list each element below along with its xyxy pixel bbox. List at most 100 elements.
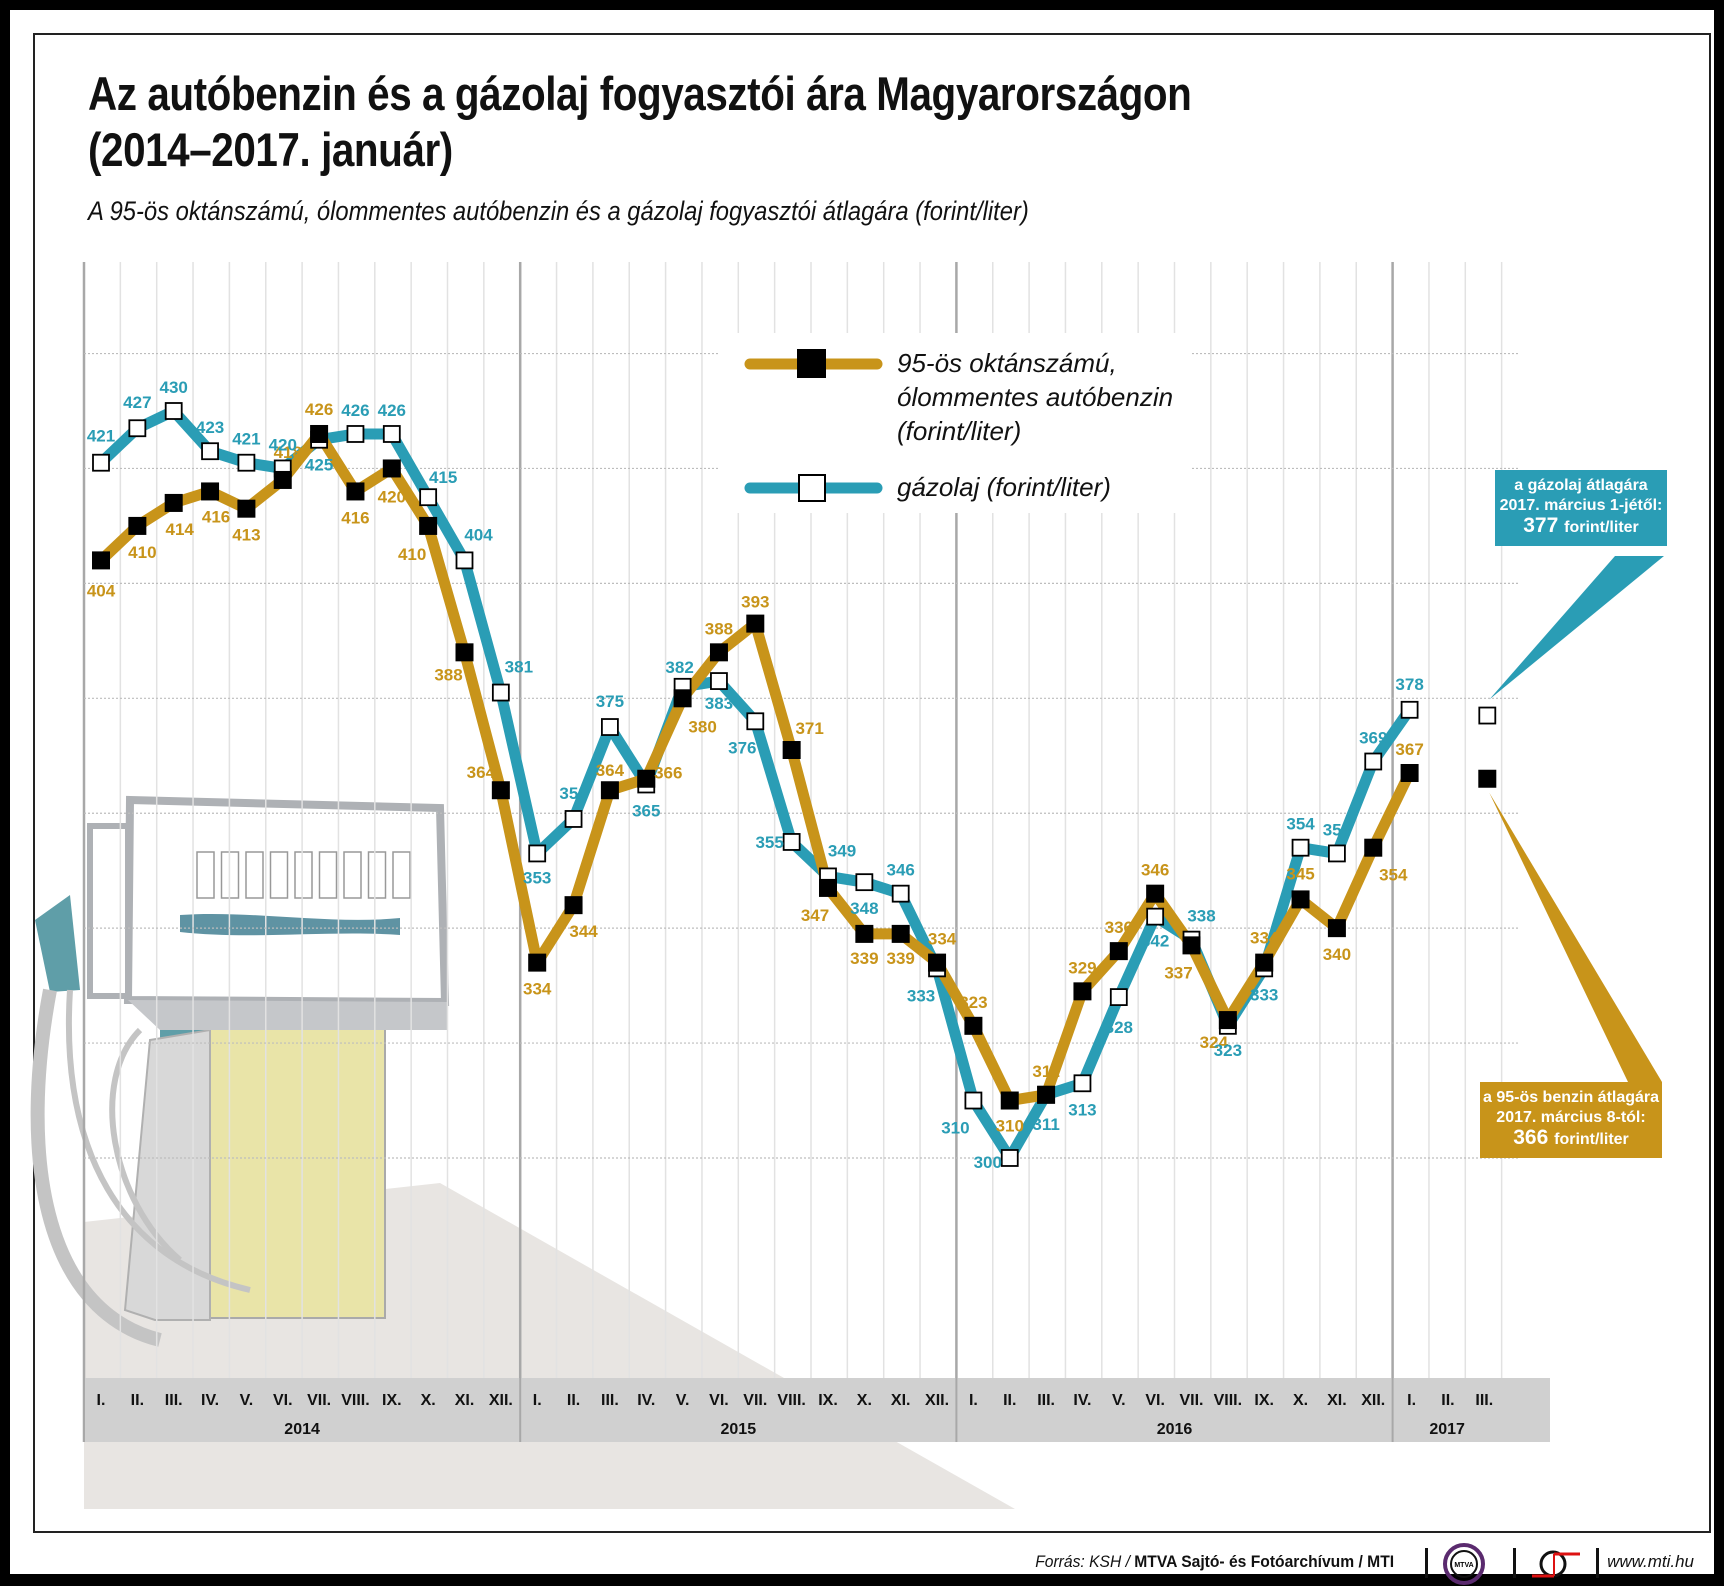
month-tick-label: VIII. [1214,1392,1242,1409]
petrol-callout-line2: 2017. március 8-tól: [1496,1109,1646,1126]
petrol-marker [1400,763,1419,782]
petrol-marker [1037,1085,1056,1104]
petrol-marker [1255,953,1274,972]
petrol-marker [819,878,837,897]
petrol-marker [310,424,329,443]
month-tick-label: V. [1112,1392,1126,1409]
petrol-marker [237,499,256,518]
petrol-marker [273,470,292,489]
diesel-value-label: 333 [1250,985,1278,1004]
month-tick-label: II. [1003,1392,1016,1409]
diesel-value-label: 381 [505,658,533,677]
diesel-value-label: 423 [196,418,224,437]
diesel-value-label: 375 [596,692,624,711]
petrol-value-label: 410 [128,543,156,562]
diesel-value-label: 359 [559,784,587,803]
diesel-value-label: 415 [429,468,457,487]
month-tick-label: I. [533,1392,542,1409]
diesel-value-label: 426 [341,401,369,420]
footer-separator [1425,1548,1428,1578]
month-tick-label: XI. [1327,1392,1347,1409]
petrol-value-label: 344 [569,922,598,941]
petrol-value-label: 329 [1068,958,1096,977]
diesel-value-label: 425 [305,456,333,475]
diesel-value-label: 420 [269,435,297,454]
month-tick-label: I. [97,1392,106,1409]
petrol-value-label: 380 [688,717,716,736]
year-label: 2015 [721,1421,757,1438]
petrol-value-label: 416 [202,507,230,526]
month-tick-label: IV. [201,1392,219,1409]
petrol-value-label: 371 [795,719,823,738]
month-tick-label: IX. [1254,1392,1274,1409]
legend-label: ólommentes autóbenzin [897,382,1173,412]
month-tick-label: XII. [1361,1392,1385,1409]
diesel-marker [491,683,510,702]
petrol-marker [201,482,220,501]
diesel-value-label: 338 [1187,907,1215,926]
month-tick-label: V. [676,1392,690,1409]
diesel-value-label: 349 [828,841,856,860]
diesel-value-label: 346 [887,861,915,880]
diesel-value-label: 310 [941,1119,969,1138]
legend-label: 95-ös oktánszámú, [897,348,1117,378]
month-tick-label: VII. [1179,1392,1203,1409]
diesel-marker [1109,988,1128,1006]
diesel-marker [1328,844,1346,863]
diesel-marker [1146,907,1165,926]
year-label: 2017 [1429,1421,1465,1438]
petrol-marker [455,643,474,662]
petrol-marker [491,781,510,800]
diesel-marker [346,425,365,443]
month-tick-label: III. [1475,1392,1493,1409]
petrol-marker [637,769,656,788]
diesel-marker [746,712,765,731]
petrol-value-label: 339 [850,949,878,968]
petrol-value-label: 324 [1200,1033,1229,1052]
month-tick-label: X. [857,1392,872,1409]
petrol-marker [1291,890,1310,909]
month-tick-label: IV. [1073,1392,1091,1409]
diesel-marker [237,453,256,472]
petrol-marker [1146,884,1165,903]
month-tick-label: I. [969,1392,978,1409]
petrol-value-label: 413 [232,526,260,545]
footer-separator [1513,1548,1516,1578]
diesel-value-label: 311 [1032,1115,1059,1134]
petrol-value-label: 346 [1141,861,1169,880]
diesel-marker [891,884,910,903]
petrol-value-label: 418 [274,443,302,462]
month-tick-label: VI. [1145,1392,1165,1409]
petrol-value-label: 404 [87,581,116,600]
petrol-marker [746,614,765,633]
title-line-2: (2014–2017. január) [88,123,453,176]
x-axis: I. II. III. IV. V. VI. VII. VIII. IX. X. XI. XII. I.… [83,1378,1550,1442]
footer: Forrás: KSH / MTVA Sajtó- és Fotóarchívu… [0,1530,1724,1585]
diesel-marker [419,488,438,507]
petrol-marker [1182,936,1201,955]
diesel-value-label: 383 [705,694,733,713]
diesel-value-label: 323 [1214,1041,1242,1060]
month-tick-label: II. [1441,1392,1454,1409]
svg-text:MTVA: MTVA [1454,1562,1473,1569]
petrol-value-label: 364 [596,761,625,780]
petrol-marker [964,1016,983,1035]
month-tick-label: VIII. [341,1392,369,1409]
petrol-value-label: 323 [959,993,987,1012]
diesel-marker [201,442,219,461]
petrol-marker [1109,942,1128,961]
year-label: 2014 [284,1421,320,1438]
diesel-value-label: 348 [850,899,878,918]
petrol-value-label: 339 [887,949,915,968]
petrol-marker [1327,919,1346,938]
petrol-marker [564,896,583,915]
petrol-value-label: 388 [705,619,733,638]
petrol-value-label: 340 [1323,945,1351,964]
diesel-value-label: 313 [1068,1100,1096,1119]
month-tick-label: XI. [455,1392,475,1409]
legend: 95-ös oktánszámú, ólommentes autóbenzin (f… [744,348,1173,502]
diesel-marker [164,402,183,420]
diesel-marker [564,810,583,828]
diesel-value-label: 328 [1105,1018,1133,1037]
website-link[interactable]: www.mti.hu [1607,1552,1694,1571]
